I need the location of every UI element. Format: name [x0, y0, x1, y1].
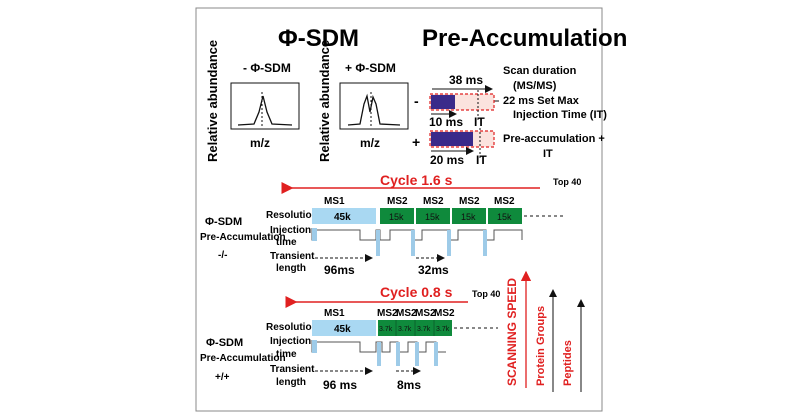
- cycle-label-bottom: Cycle 0.8 s: [380, 284, 453, 300]
- left-title: Φ-SDM: [278, 25, 359, 52]
- inj-block-top-4: [483, 230, 487, 256]
- inj-block-bottom-3: [415, 342, 419, 366]
- inj-block-bottom-2: [396, 342, 400, 366]
- ms2-res-bottom-1: 3.7k: [379, 326, 393, 333]
- condition-top-3: -/-: [218, 250, 227, 261]
- condition-bottom-2: Pre-Accumulation: [200, 353, 286, 364]
- it-label-row2: IT: [476, 153, 487, 167]
- ms1-transient-top: 96ms: [324, 263, 355, 277]
- ms2-res-bottom-4: 3.7k: [436, 326, 450, 333]
- ms2-bar-top-2: [416, 208, 450, 224]
- ms2-bar-top-1: [380, 208, 414, 224]
- trend-peptides: Peptides: [562, 340, 574, 386]
- plus-sdm-label: + Φ-SDM: [345, 61, 396, 75]
- inj-block-bottom-1: [377, 342, 381, 366]
- row-label-bottom-resolution: Resolution: [266, 322, 318, 333]
- trend-protein-groups: Protein Groups: [535, 306, 547, 386]
- ms2-title-top-1: MS2: [387, 196, 408, 207]
- preaccum-line2: IT: [543, 148, 553, 160]
- ms2-transient-top: 32ms: [418, 263, 449, 277]
- right-title: Pre-Accumulation: [422, 25, 627, 52]
- row-label-top-resolution: Resolution: [266, 210, 318, 221]
- inj-block-top-2: [411, 230, 415, 256]
- ms2-res-top-3: 15k: [461, 212, 476, 222]
- ms1-bar-top: [312, 208, 376, 224]
- peak-minus: [237, 95, 293, 126]
- inj-block-bottom-4: [434, 342, 438, 366]
- ms2-title-bottom-2: MS2: [396, 308, 417, 319]
- condition-top-2: Pre-Accumulation: [200, 232, 286, 243]
- it-label-row1: IT: [474, 115, 485, 129]
- fill-bar-row1: [431, 95, 455, 109]
- fill-time-row2: 20 ms: [430, 153, 464, 167]
- ms2-title-top-3: MS2: [459, 196, 480, 207]
- topn-label-bottom: Top 40: [472, 289, 500, 299]
- scan-duration-line2: (MS/MS): [513, 80, 557, 92]
- fill-bar-row2: [431, 132, 473, 146]
- row-label-bottom-time: time: [276, 349, 297, 360]
- injection-trace-bottom: [311, 340, 446, 353]
- cycle-label-top: Cycle 1.6 s: [380, 172, 453, 188]
- ms2-res-top-2: 15k: [425, 212, 440, 222]
- scan-duration-line1: Scan duration: [503, 65, 577, 77]
- max-it-line2: Injection Time (IT): [513, 109, 607, 121]
- peak-plus: [347, 93, 401, 126]
- ms2-title-bottom-1: MS2: [377, 308, 398, 319]
- topn-label-top: Top 40: [553, 177, 581, 187]
- minus-sdm-label: - Φ-SDM: [243, 61, 291, 75]
- row-label-top-injection: Injection: [270, 225, 311, 236]
- inj-block-bottom-ms1: [312, 340, 317, 353]
- ms2-res-top-1: 15k: [389, 212, 404, 222]
- spectrum-x-label-1: m/z: [250, 136, 270, 150]
- row-label-top-transient: Transient: [270, 251, 315, 262]
- fill-time-row1: 10 ms: [429, 115, 463, 129]
- preaccum-line1: Pre-accumulation +: [503, 133, 605, 145]
- spectrum-box-plus: [339, 82, 409, 130]
- ms2-bar-top-4: [488, 208, 522, 224]
- row-label-bottom-transient: Transient: [270, 364, 315, 375]
- ms2-res-bottom-2: 3.7k: [398, 326, 412, 333]
- ms2-title-bottom-3: MS2: [415, 308, 436, 319]
- ms1-res-bottom: 45k: [334, 324, 351, 335]
- condition-bottom-1: Φ-SDM: [206, 337, 243, 349]
- ms2-bar-top-3: [452, 208, 486, 224]
- ms1-title-bottom: MS1: [324, 308, 345, 319]
- ms2-title-top-4: MS2: [494, 196, 515, 207]
- total-duration: 38 ms: [449, 73, 483, 87]
- ms2-res-top-4: 15k: [497, 212, 512, 222]
- spectrum-y-label-2: Relative abundance: [317, 40, 332, 162]
- ms2-title-bottom-4: MS2: [434, 308, 455, 319]
- inj-block-top-ms1: [312, 228, 317, 241]
- ms2-transient-bottom: 8ms: [397, 378, 421, 392]
- row-label-bottom-length: length: [276, 377, 306, 388]
- condition-bottom-3: +/+: [215, 372, 230, 383]
- trend-scanning-speed: SCANNING SPEED: [505, 278, 519, 386]
- ms1-res-top: 45k: [334, 212, 351, 223]
- row-label-top-length: length: [276, 263, 306, 274]
- ms1-transient-bottom: 96 ms: [323, 378, 357, 392]
- inj-block-top-1: [376, 230, 380, 256]
- ms2-res-bottom-3: 3.7k: [417, 326, 431, 333]
- ms1-bar-bottom: [312, 320, 376, 336]
- max-it-line1: 22 ms Set Max: [503, 95, 580, 107]
- ms2-title-top-2: MS2: [423, 196, 444, 207]
- plus-sign: +: [412, 134, 420, 150]
- spectrum-y-label-1: Relative abundance: [205, 40, 220, 162]
- inj-block-top-3: [447, 230, 451, 256]
- row-label-bottom-injection: Injection: [270, 336, 311, 347]
- condition-top-1: Φ-SDM: [205, 216, 242, 228]
- row-label-top-time: time: [276, 237, 297, 248]
- minus-sign: -: [414, 93, 419, 109]
- ms1-title-top: MS1: [324, 196, 345, 207]
- spectrum-x-label-2: m/z: [360, 136, 380, 150]
